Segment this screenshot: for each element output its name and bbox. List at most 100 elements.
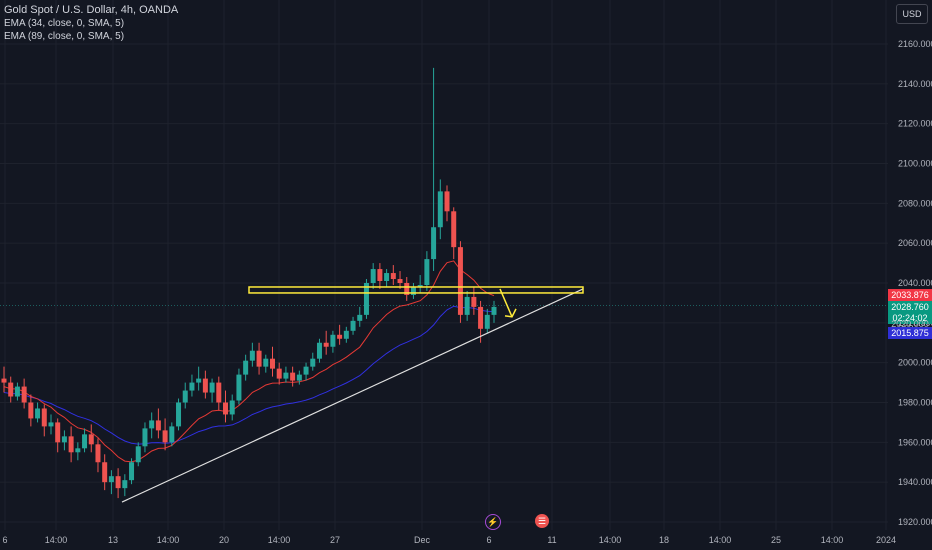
candle-body — [283, 372, 289, 379]
candle-body — [263, 358, 269, 367]
trendline — [121, 288, 584, 503]
y-tick-label: 1940.000 — [898, 477, 932, 487]
x-tick-label: 14:00 — [45, 535, 68, 545]
y-tick-label: 2140.000 — [898, 79, 932, 89]
ema89-legend[interactable]: EMA (89, close, 0, SMA, 5) — [4, 31, 125, 42]
countdown-label: 02:24:02 — [888, 312, 932, 324]
candle-body — [61, 436, 67, 443]
y-tick-label: 2000.000 — [898, 358, 932, 368]
candle-body — [410, 286, 416, 295]
candles — [1, 67, 497, 499]
candle-body — [310, 358, 316, 367]
candle-body — [41, 408, 47, 427]
symbol-title[interactable]: Gold Spot / U.S. Dollar, 4h, OANDA — [4, 4, 179, 16]
us-flag-icon[interactable]: ☰ — [535, 514, 549, 528]
current-price-label: 2028.760 — [888, 301, 932, 313]
y-tick-label: 2100.000 — [898, 159, 932, 169]
candle-body — [122, 480, 128, 489]
candle-body — [95, 444, 101, 463]
candle-body — [162, 430, 168, 443]
x-tick-label: 14:00 — [157, 535, 180, 545]
candle-body — [397, 279, 403, 283]
candle-body — [14, 386, 20, 397]
candle-body — [8, 382, 14, 397]
candle-body — [102, 462, 108, 483]
candle-body — [491, 306, 497, 315]
lightning-icon[interactable]: ⚡ — [485, 514, 501, 530]
grid-lines — [0, 0, 888, 530]
ema34-line — [3, 260, 495, 463]
candle-body — [55, 422, 61, 443]
candle-body — [202, 378, 208, 393]
candle-body — [135, 446, 141, 463]
y-tick-label: 2060.000 — [898, 238, 932, 248]
partial-price-label: 2020.000 — [891, 319, 929, 329]
candle-body — [155, 420, 161, 431]
candle-body — [431, 227, 437, 260]
down-arrow-head — [504, 308, 517, 318]
candle-body — [377, 269, 383, 282]
candle-body — [189, 382, 195, 391]
candle-body — [451, 211, 457, 248]
annotations-front — [121, 286, 584, 503]
x-tick-label: 18 — [659, 535, 669, 545]
resistance-zone — [248, 286, 584, 294]
x-tick-label: 6 — [2, 535, 7, 545]
candle-body — [223, 402, 229, 415]
ema34-legend[interactable]: EMA (34, close, 0, SMA, 5) — [4, 18, 125, 29]
candle-body — [457, 247, 463, 315]
candle-body — [370, 269, 376, 283]
y-tick-label: 2120.000 — [898, 119, 932, 129]
candle-body — [484, 314, 490, 329]
candle-body — [209, 382, 215, 393]
candle-body — [357, 314, 363, 321]
candle-body — [249, 350, 255, 361]
y-tick-label: 1960.000 — [898, 437, 932, 447]
x-tick-label: 11 — [547, 535, 556, 545]
candle-body — [28, 402, 34, 419]
candle-body — [35, 408, 41, 419]
y-tick-label: 2080.000 — [898, 198, 932, 208]
candle-body — [323, 342, 329, 347]
candle-body — [88, 434, 94, 445]
candle-body — [296, 374, 302, 381]
candle-body — [149, 420, 155, 429]
x-tick-label: 14:00 — [268, 535, 291, 545]
down-arrow — [499, 288, 513, 318]
candle-body — [169, 426, 175, 443]
chart-legend: Gold Spot / U.S. Dollar, 4h, OANDA EMA (… — [4, 4, 178, 43]
ema89-line — [3, 305, 495, 445]
candle-body — [68, 436, 74, 453]
candle-body — [437, 191, 443, 228]
candle-body — [176, 402, 182, 427]
x-tick-label: 25 — [771, 535, 781, 545]
candle-body — [464, 296, 470, 315]
x-tick-label: 6 — [486, 535, 491, 545]
candle-body — [216, 382, 222, 403]
candle-body — [290, 372, 296, 381]
candle-body — [303, 366, 309, 375]
candle-body — [417, 284, 423, 287]
candle-body — [350, 320, 356, 331]
candle-body — [404, 283, 410, 295]
candle-body — [337, 334, 343, 339]
candle-body — [182, 390, 188, 403]
candle-body — [478, 306, 484, 329]
x-tick-label: 14:00 — [599, 535, 622, 545]
candle-body — [21, 386, 27, 403]
y-tick-label: 2160.000 — [898, 39, 932, 49]
currency-button[interactable]: USD — [896, 4, 928, 24]
candle-body — [330, 334, 336, 347]
candle-body — [276, 368, 282, 379]
x-tick-label: Dec — [414, 535, 431, 545]
candle-body — [129, 462, 135, 481]
candle-body — [243, 360, 249, 375]
candle-body — [471, 296, 477, 307]
candle-body — [1, 378, 7, 383]
candle-body — [75, 448, 81, 453]
x-tick-label: 14:00 — [821, 535, 844, 545]
candle-body — [384, 273, 390, 282]
last-price-label: 2033.876 — [888, 289, 932, 301]
candle-body — [196, 378, 202, 383]
